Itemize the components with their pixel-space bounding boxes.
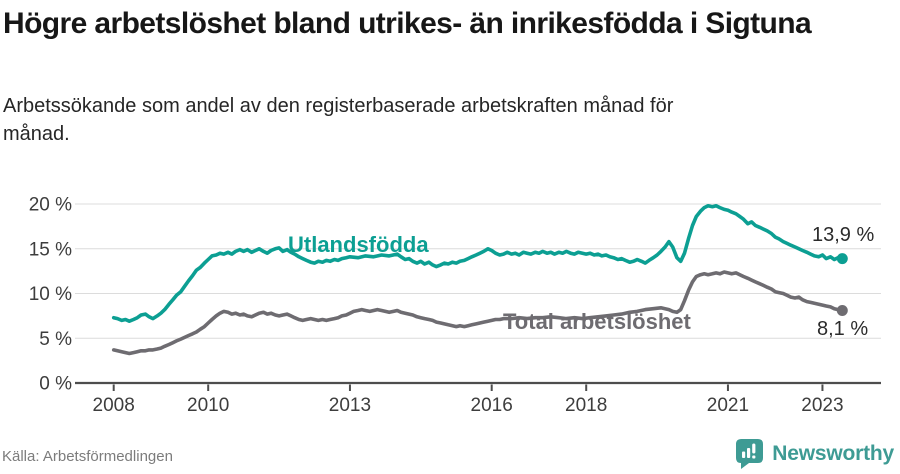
newsworthy-bubble-chart-icon [736, 439, 764, 469]
y-tick-label: 15 % [29, 239, 72, 260]
newsworthy-logo: Newsworthy [736, 439, 894, 469]
x-tick-label: 2018 [565, 395, 607, 416]
series-label-utlandsfodda: Utlandsfödda [288, 232, 429, 257]
x-tick-label: 2023 [801, 395, 843, 416]
series-label-total-arbetsloshet: Total arbetslöshet [503, 309, 691, 334]
end-dot-utlandsfodda [836, 253, 848, 265]
x-tick-label: 2013 [329, 395, 371, 416]
series-line-utlandsfodda [111, 204, 845, 324]
end-dot-total-arbetsloshet [836, 305, 848, 317]
y-tick-label: 0 % [39, 374, 72, 395]
end-value-label-total-arbetsloshet: 8,1 % [817, 318, 869, 340]
y-tick-label: 10 % [29, 284, 72, 305]
end-value-label-utlandsfodda: 13,9 % [812, 224, 875, 246]
y-tick-label: 20 % [29, 195, 72, 216]
chart-subtitle: Arbetssökande som andel av den registerb… [3, 95, 674, 145]
x-tick-label: 2010 [187, 395, 229, 416]
x-tick-label: 2016 [471, 395, 513, 416]
x-tick-label: 2021 [707, 395, 749, 416]
chart-title: Högre arbetslöshet bland utrikes- än inr… [3, 7, 812, 40]
x-tick-label: 2008 [93, 395, 135, 416]
series-line-total-arbetsloshet [111, 270, 845, 356]
newsworthy-wordmark: Newsworthy [772, 442, 894, 465]
y-tick-label: 5 % [39, 329, 72, 350]
source-note: Källa: Arbetsförmedlingen [2, 448, 173, 465]
